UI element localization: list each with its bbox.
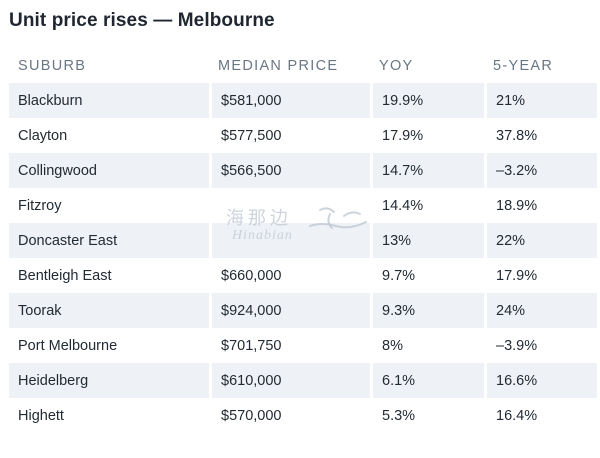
five-year-cell: –3.9% bbox=[484, 328, 597, 363]
five-year-cell: 22% bbox=[484, 223, 597, 258]
five-year-cell: 37.8% bbox=[484, 118, 597, 153]
table-row: Collingwood $566,500 14.7% –3.2% bbox=[9, 153, 597, 188]
five-year-cell: 17.9% bbox=[484, 258, 597, 293]
five-year-cell: 16.4% bbox=[484, 398, 597, 433]
median-price-cell: $701,750 bbox=[209, 328, 370, 363]
suburb-cell: Heidelberg bbox=[9, 363, 209, 398]
yoy-cell: 5.3% bbox=[370, 398, 484, 433]
suburb-cell: Toorak bbox=[9, 293, 209, 328]
five-year-cell: –3.2% bbox=[484, 153, 597, 188]
median-price-cell bbox=[209, 188, 370, 223]
median-price-cell: $570,000 bbox=[209, 398, 370, 433]
table-row: Doncaster East 13% 22% bbox=[9, 223, 597, 258]
yoy-cell: 9.3% bbox=[370, 293, 484, 328]
five-year-cell: 18.9% bbox=[484, 188, 597, 223]
yoy-cell: 13% bbox=[370, 223, 484, 258]
page-title: Unit price rises — Melbourne bbox=[9, 10, 275, 31]
suburb-cell: Clayton bbox=[18, 127, 68, 144]
median-price-cell: $581,000 bbox=[209, 83, 370, 118]
median-price-cell bbox=[209, 223, 370, 258]
table-row: Heidelberg $610,000 6.1% 16.6% bbox=[9, 363, 597, 398]
suburb-cell: Port Melbourne bbox=[18, 337, 118, 354]
table-row: Highett $570,000 5.3% 16.4% bbox=[9, 398, 597, 433]
suburb-cell: Fitzroy bbox=[18, 197, 62, 214]
five-year-cell: 24% bbox=[484, 293, 597, 328]
yoy-cell: 9.7% bbox=[370, 258, 484, 293]
median-price-cell: $660,000 bbox=[209, 258, 370, 293]
suburb-cell: Doncaster East bbox=[9, 223, 209, 258]
table-header-row: SUBURB MEDIAN PRICE YOY 5-YEAR bbox=[9, 48, 597, 83]
yoy-cell: 14.4% bbox=[370, 188, 484, 223]
yoy-cell: 14.7% bbox=[370, 153, 484, 188]
five-year-cell: 16.6% bbox=[484, 363, 597, 398]
table-row: Fitzroy 14.4% 18.9% bbox=[9, 188, 597, 223]
table-row: Clayton $577,500 17.9% 37.8% bbox=[9, 118, 597, 153]
suburb-cell: Blackburn bbox=[9, 83, 209, 118]
five-year-cell: 21% bbox=[484, 83, 597, 118]
yoy-cell: 6.1% bbox=[370, 363, 484, 398]
column-header-suburb: SUBURB bbox=[18, 57, 87, 74]
column-header-5-year: 5-YEAR bbox=[493, 57, 554, 74]
suburb-cell: Highett bbox=[18, 407, 64, 424]
yoy-cell: 19.9% bbox=[370, 83, 484, 118]
median-price-cell: $610,000 bbox=[209, 363, 370, 398]
median-price-cell: $577,500 bbox=[209, 118, 370, 153]
column-header-median-price: MEDIAN PRICE bbox=[218, 57, 339, 74]
suburb-cell: Collingwood bbox=[9, 153, 209, 188]
table-row: Port Melbourne $701,750 8% –3.9% bbox=[9, 328, 597, 363]
yoy-cell: 17.9% bbox=[370, 118, 484, 153]
table-row: Blackburn $581,000 19.9% 21% bbox=[9, 83, 597, 118]
column-header-yoy: YOY bbox=[379, 57, 414, 74]
yoy-cell: 8% bbox=[370, 328, 484, 363]
table-row: Toorak $924,000 9.3% 24% bbox=[9, 293, 597, 328]
suburb-cell: Bentleigh East bbox=[18, 267, 112, 284]
median-price-cell: $566,500 bbox=[209, 153, 370, 188]
table-row: Bentleigh East $660,000 9.7% 17.9% bbox=[9, 258, 597, 293]
median-price-cell: $924,000 bbox=[209, 293, 370, 328]
price-table: SUBURB MEDIAN PRICE YOY 5-YEAR Blackburn… bbox=[9, 48, 597, 433]
